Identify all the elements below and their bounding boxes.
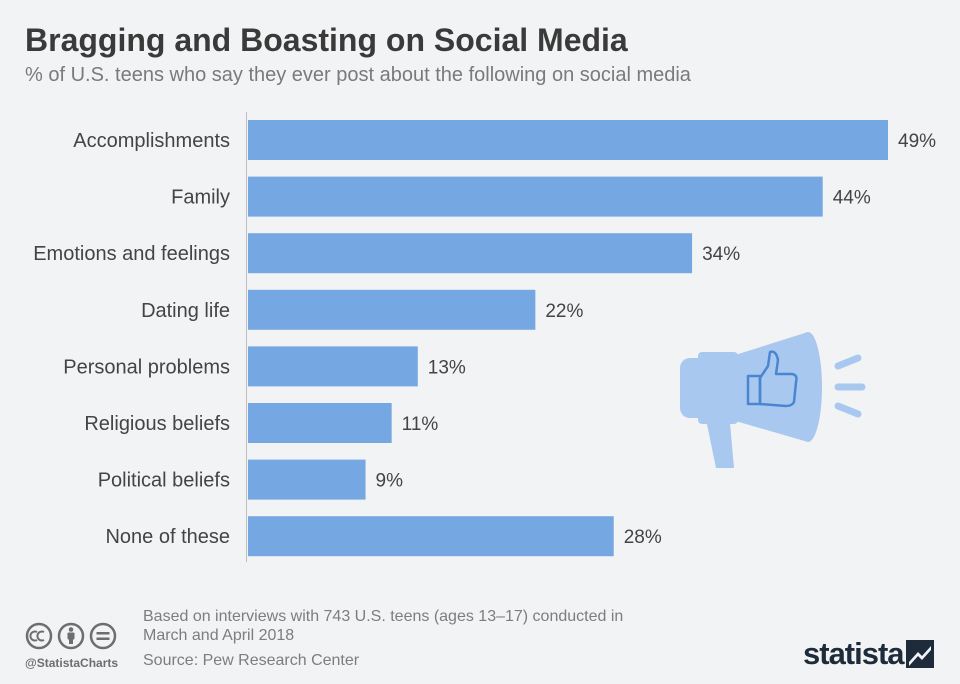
bar [248, 403, 392, 443]
category-label: Dating life [141, 300, 230, 322]
thumbs-up-icon [746, 350, 798, 408]
license-icons [25, 622, 117, 650]
value-label: 13% [428, 357, 466, 378]
bar [248, 120, 888, 160]
cc-icon [25, 622, 53, 650]
chart-subtitle: % of U.S. teens who say they ever post a… [25, 64, 691, 86]
bar [248, 346, 418, 387]
statista-logo-icon [906, 640, 934, 668]
category-label: None of these [105, 526, 230, 548]
megaphone-thumbs-up-icon [680, 332, 866, 468]
bar [248, 289, 536, 330]
value-label: 34% [702, 244, 740, 265]
category-label: Accomplishments [73, 130, 230, 152]
bar [248, 459, 366, 500]
value-label: 44% [833, 188, 871, 209]
category-label: Religious beliefs [84, 413, 230, 435]
bar [248, 176, 823, 217]
value-label: 28% [624, 527, 662, 548]
value-label: 22% [545, 301, 583, 322]
bar [248, 516, 614, 557]
value-label: 49% [898, 131, 936, 152]
footer-note: Based on interviews with 743 U.S. teens … [143, 608, 624, 644]
chart-title: Bragging and Boasting on Social Media [25, 22, 628, 58]
value-label: 11% [402, 414, 439, 435]
footer-source: Source: Pew Research Center [143, 652, 360, 669]
nd-icon [89, 622, 117, 650]
by-icon [57, 622, 85, 650]
category-label: Family [171, 187, 230, 209]
category-label: Personal problems [63, 356, 230, 378]
bar [248, 233, 693, 274]
category-label: Emotions and feelings [33, 243, 230, 265]
category-label: Political beliefs [98, 470, 230, 492]
brand-wordmark[interactable]: statista [803, 636, 905, 671]
twitter-handle: @StatistaCharts [25, 656, 119, 670]
value-label: 9% [376, 471, 404, 492]
bar-chart: Accomplishments 49% Family 44% Emotions and … [33, 112, 936, 562]
